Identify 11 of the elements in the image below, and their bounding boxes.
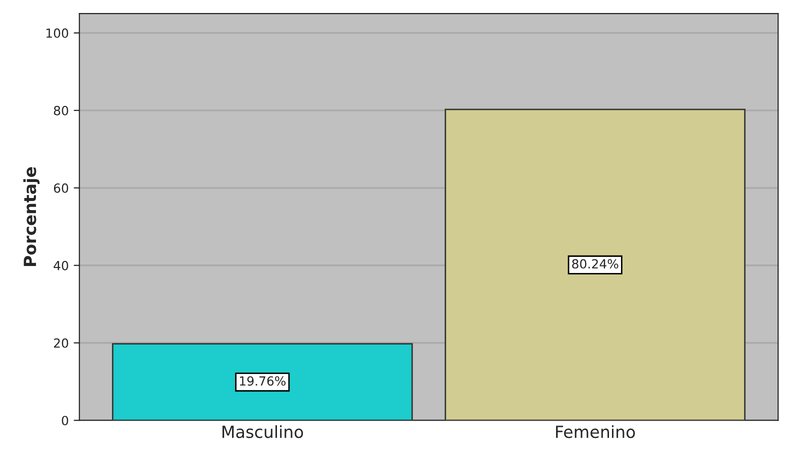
y-tick-label: 40 — [54, 260, 68, 270]
x-tick-label: Masculino — [222, 425, 303, 438]
y-tick-label: 0 — [62, 416, 68, 426]
data-label: 19.76% — [240, 376, 286, 386]
y-axis-title: Porcentaje — [23, 167, 40, 266]
y-tick-label: 80 — [54, 106, 68, 116]
y-tick-label: 60 — [54, 183, 68, 193]
data-label: 80.24% — [572, 259, 618, 269]
y-tick-label: 100 — [46, 28, 68, 38]
y-tick-label: 20 — [54, 338, 68, 348]
x-tick-label: Femenino — [556, 425, 635, 438]
